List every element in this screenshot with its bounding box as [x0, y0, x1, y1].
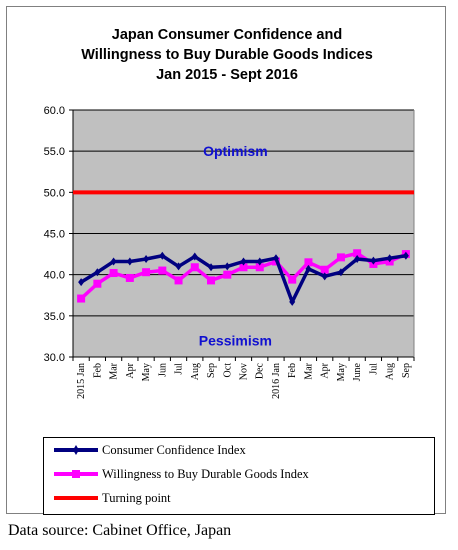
- y-tick-label: 35.0: [44, 311, 65, 323]
- x-tick-label: Jul: [174, 363, 185, 375]
- x-tick-label: Aug: [190, 363, 201, 380]
- point-consumer-confidence: [126, 257, 133, 266]
- point-consumer-confidence: [208, 263, 215, 272]
- legend-label-willingness: Willingness to Buy Durable Goods Index: [102, 466, 309, 481]
- line-chart: 30.0 35.0 40.0 45.0 50.0 55.0 60.0 2015 Jan Feb M…: [44, 105, 415, 399]
- point-consumer-confidence: [354, 255, 361, 264]
- x-tick-label: Mar: [303, 362, 314, 379]
- point-willingness: [142, 268, 151, 277]
- y-tick-label: 55.0: [44, 146, 65, 158]
- x-tick-label: Apr: [125, 362, 136, 378]
- point-consumer-confidence: [305, 264, 312, 273]
- point-consumer-confidence: [337, 268, 344, 277]
- y-tick-label: 40.0: [44, 270, 65, 282]
- point-willingness: [304, 258, 313, 267]
- x-tick-label: Mar: [109, 362, 120, 379]
- annotation-pessimism: Pessimism: [199, 333, 272, 349]
- x-tick-label: Apr: [320, 362, 331, 378]
- legend-item-turning: Turning point: [52, 488, 171, 508]
- point-consumer-confidence: [402, 251, 409, 260]
- point-consumer-confidence: [175, 262, 182, 271]
- x-tick-label: 2016 Jan: [271, 363, 282, 399]
- y-tick-label: 45.0: [44, 229, 65, 241]
- point-willingness: [336, 253, 345, 262]
- x-tick-label: Dec: [255, 362, 266, 379]
- legend-swatch-turning: [54, 496, 98, 500]
- data-source: Data source: Cabinet Office, Japan: [8, 522, 232, 539]
- y-tick-label: 30.0: [44, 352, 65, 364]
- plot-layer: 30.0 35.0 40.0 45.0 50.0 55.0 60.0 2015 Jan Feb M…: [44, 105, 415, 399]
- point-consumer-confidence: [191, 252, 198, 261]
- title-line-2: Willingness to Buy Durable Goods Indices: [81, 47, 373, 63]
- point-consumer-confidence: [386, 254, 393, 263]
- x-tick-label: Feb: [92, 363, 103, 378]
- point-willingness: [190, 263, 199, 272]
- x-tick-label: Sep: [206, 363, 217, 378]
- point-willingness: [158, 266, 167, 275]
- x-tick-label: Sep: [401, 363, 412, 378]
- point-willingness: [353, 249, 362, 258]
- point-willingness: [288, 275, 297, 284]
- y-tick-label: 60.0: [44, 105, 65, 117]
- point-consumer-confidence: [78, 278, 85, 287]
- point-consumer-confidence: [159, 251, 166, 260]
- x-tick-label: Oct: [222, 363, 233, 378]
- chart-frame: Japan Consumer Confidence and Willingnes…: [6, 6, 447, 515]
- x-tick-label: Jul: [368, 363, 379, 375]
- point-willingness: [255, 263, 264, 272]
- point-willingness: [125, 273, 134, 282]
- point-willingness: [77, 294, 86, 303]
- x-tick-label: June: [352, 362, 363, 381]
- point-consumer-confidence: [370, 256, 377, 265]
- point-consumer-confidence: [272, 254, 279, 263]
- legend-swatch-willingness: [54, 470, 98, 478]
- point-consumer-confidence: [256, 257, 263, 266]
- x-tick-label: Jun: [157, 363, 168, 377]
- point-willingness: [239, 263, 248, 272]
- x-tick-label: May: [336, 363, 347, 381]
- x-tick-label: Feb: [287, 363, 298, 378]
- point-consumer-confidence: [321, 272, 328, 281]
- legend-label-consumer: Consumer Confidence Index: [102, 442, 246, 457]
- point-willingness: [93, 279, 102, 288]
- x-tick-label: 2015 Jan: [76, 363, 87, 399]
- title-line-3: Jan 2015 - Sept 2016: [156, 67, 298, 83]
- point-willingness: [223, 270, 232, 279]
- point-consumer-confidence: [289, 297, 296, 306]
- legend-label-turning: Turning point: [102, 490, 171, 505]
- point-consumer-confidence: [224, 262, 231, 271]
- point-consumer-confidence: [240, 257, 247, 266]
- legend-item-consumer: Consumer Confidence Index: [52, 440, 246, 460]
- legend-item-willingness: Willingness to Buy Durable Goods Index: [52, 464, 309, 484]
- y-tick-label: 50.0: [44, 187, 65, 199]
- point-consumer-confidence: [94, 268, 101, 277]
- annotation-optimism: Optimism: [203, 143, 268, 159]
- legend-swatch-consumer: [54, 445, 98, 455]
- point-willingness: [174, 276, 183, 285]
- chart-title: Japan Consumer Confidence and Willingnes…: [7, 25, 447, 85]
- point-consumer-confidence: [143, 255, 150, 264]
- x-tick-label: May: [141, 363, 152, 381]
- legend: Consumer Confidence Index Willingness to…: [43, 437, 435, 515]
- x-tick-label: Aug: [385, 363, 396, 380]
- x-tick-label: Nov: [239, 363, 250, 380]
- point-willingness: [320, 265, 329, 274]
- point-consumer-confidence: [110, 257, 117, 266]
- point-willingness: [109, 269, 118, 278]
- title-line-1: Japan Consumer Confidence and: [111, 27, 343, 43]
- point-willingness: [207, 276, 216, 285]
